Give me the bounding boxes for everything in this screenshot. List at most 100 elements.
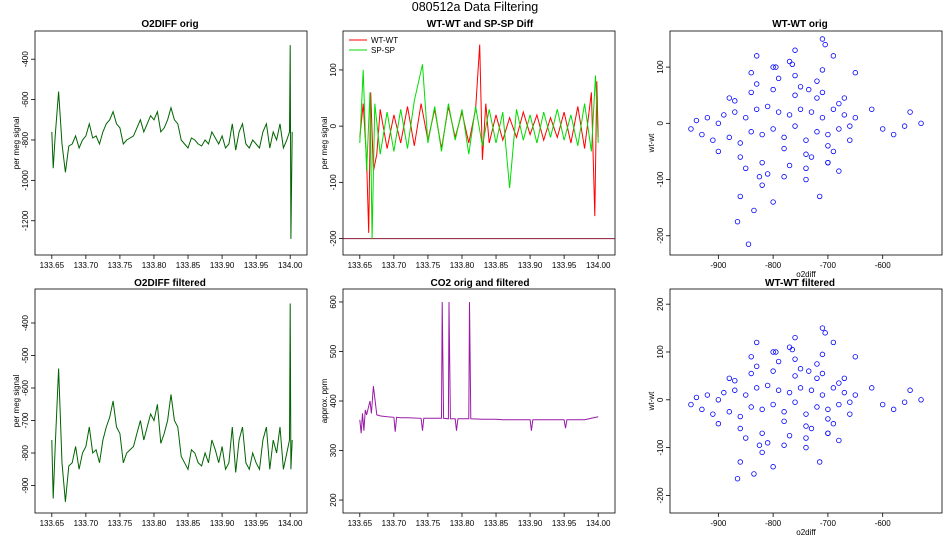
plot-frame [34,288,308,514]
data-point [753,363,760,370]
data-point [726,409,733,415]
x-tick-label: -700 [820,261,837,270]
data-point [737,459,743,465]
data-point [759,406,765,413]
data-point [770,401,776,408]
data-point [792,356,798,362]
data-point [715,148,722,155]
data-point [814,361,820,367]
data-point [732,377,738,384]
data-point [753,385,760,391]
x-tick-label: 133.90 [210,519,235,528]
data-point [737,193,743,200]
data-point [816,193,823,200]
data-point [748,89,754,96]
y-axis-label: approx. ppm [320,378,329,423]
data-point [753,81,760,87]
data-point [803,176,809,183]
data-point [756,174,763,180]
x-axis-label: o2diff [796,270,816,279]
x-tick-label: -600 [875,519,892,528]
data-point [836,437,842,444]
y-axis-label: per meg signal [320,117,329,170]
data-point [830,339,837,346]
data-point [764,440,771,446]
y-tick-label: -200 [656,227,665,244]
data-point [773,349,779,355]
x-tick-label: 134.00 [278,261,303,270]
data-point [841,389,848,396]
data-point [907,387,913,393]
x-tick-label: 133.90 [518,519,543,528]
data-point [748,354,754,360]
data-point [819,67,826,73]
data-point [786,162,793,169]
data-point [726,375,733,381]
data-point [803,435,809,441]
data-point [819,36,826,42]
data-point [732,387,738,393]
data-point [759,131,765,138]
data-point [770,86,776,93]
y-tick-label: 0 [656,397,665,402]
data-point [825,159,831,166]
data-point [775,358,782,365]
data-point [907,109,913,115]
y-tick-label: 0 [329,123,338,128]
plot-frame [342,288,616,514]
x-tick-label: 133.70 [74,261,99,270]
data-point [852,115,859,121]
y-tick-label: -600 [21,91,30,108]
data-point [770,64,776,70]
data-point [901,123,908,129]
data-point [819,392,826,398]
y-tick-label: -800 [21,131,30,148]
data-point [803,165,809,171]
x-tick-label: 133.95 [244,519,269,528]
x-tick-label: 133.80 [142,261,167,270]
data-point [797,385,804,391]
data-point [781,134,787,141]
data-point [852,354,859,360]
data-point [792,373,798,379]
data-point [781,418,787,425]
data-point [847,399,853,405]
x-tick-label: 133.75 [108,519,133,528]
x-tick-label: 133.80 [450,261,475,270]
data-point [825,406,831,413]
plot-frame [34,30,308,256]
data-point [786,389,793,396]
data-point [753,106,760,112]
data-point [775,109,782,115]
data-point [825,131,831,138]
data-point [847,137,853,143]
data-point [699,406,705,413]
data-point [836,380,842,386]
data-point [819,89,826,96]
data-point [830,385,837,391]
data-point [751,471,757,477]
data-point [879,126,886,132]
data-point [808,425,815,432]
y-tick-label: -800 [21,444,30,461]
data-point [726,134,733,141]
data-point [792,399,798,405]
x-tick-label: 133.80 [142,519,167,528]
data-point [770,368,776,374]
data-point [734,476,741,482]
panel-title: WT-WT filtered [765,278,835,289]
y-tick-label: -100 [656,171,665,188]
data-point [803,411,809,417]
data-point [814,404,820,410]
data-point [836,100,842,107]
series-line-wt-wt [359,44,599,233]
data-point [797,106,804,112]
panel-o2diff-orig: O2DIFF orig 133.65 133.70 133.75 133.80 133.… [12,19,308,270]
data-point [726,95,733,101]
y-tick-label: -100 [656,439,665,456]
data-point [814,129,820,135]
data-point [819,370,826,377]
y-axis-label: wt-wt [647,391,656,411]
x-tick-label: 133.65 [40,261,65,270]
